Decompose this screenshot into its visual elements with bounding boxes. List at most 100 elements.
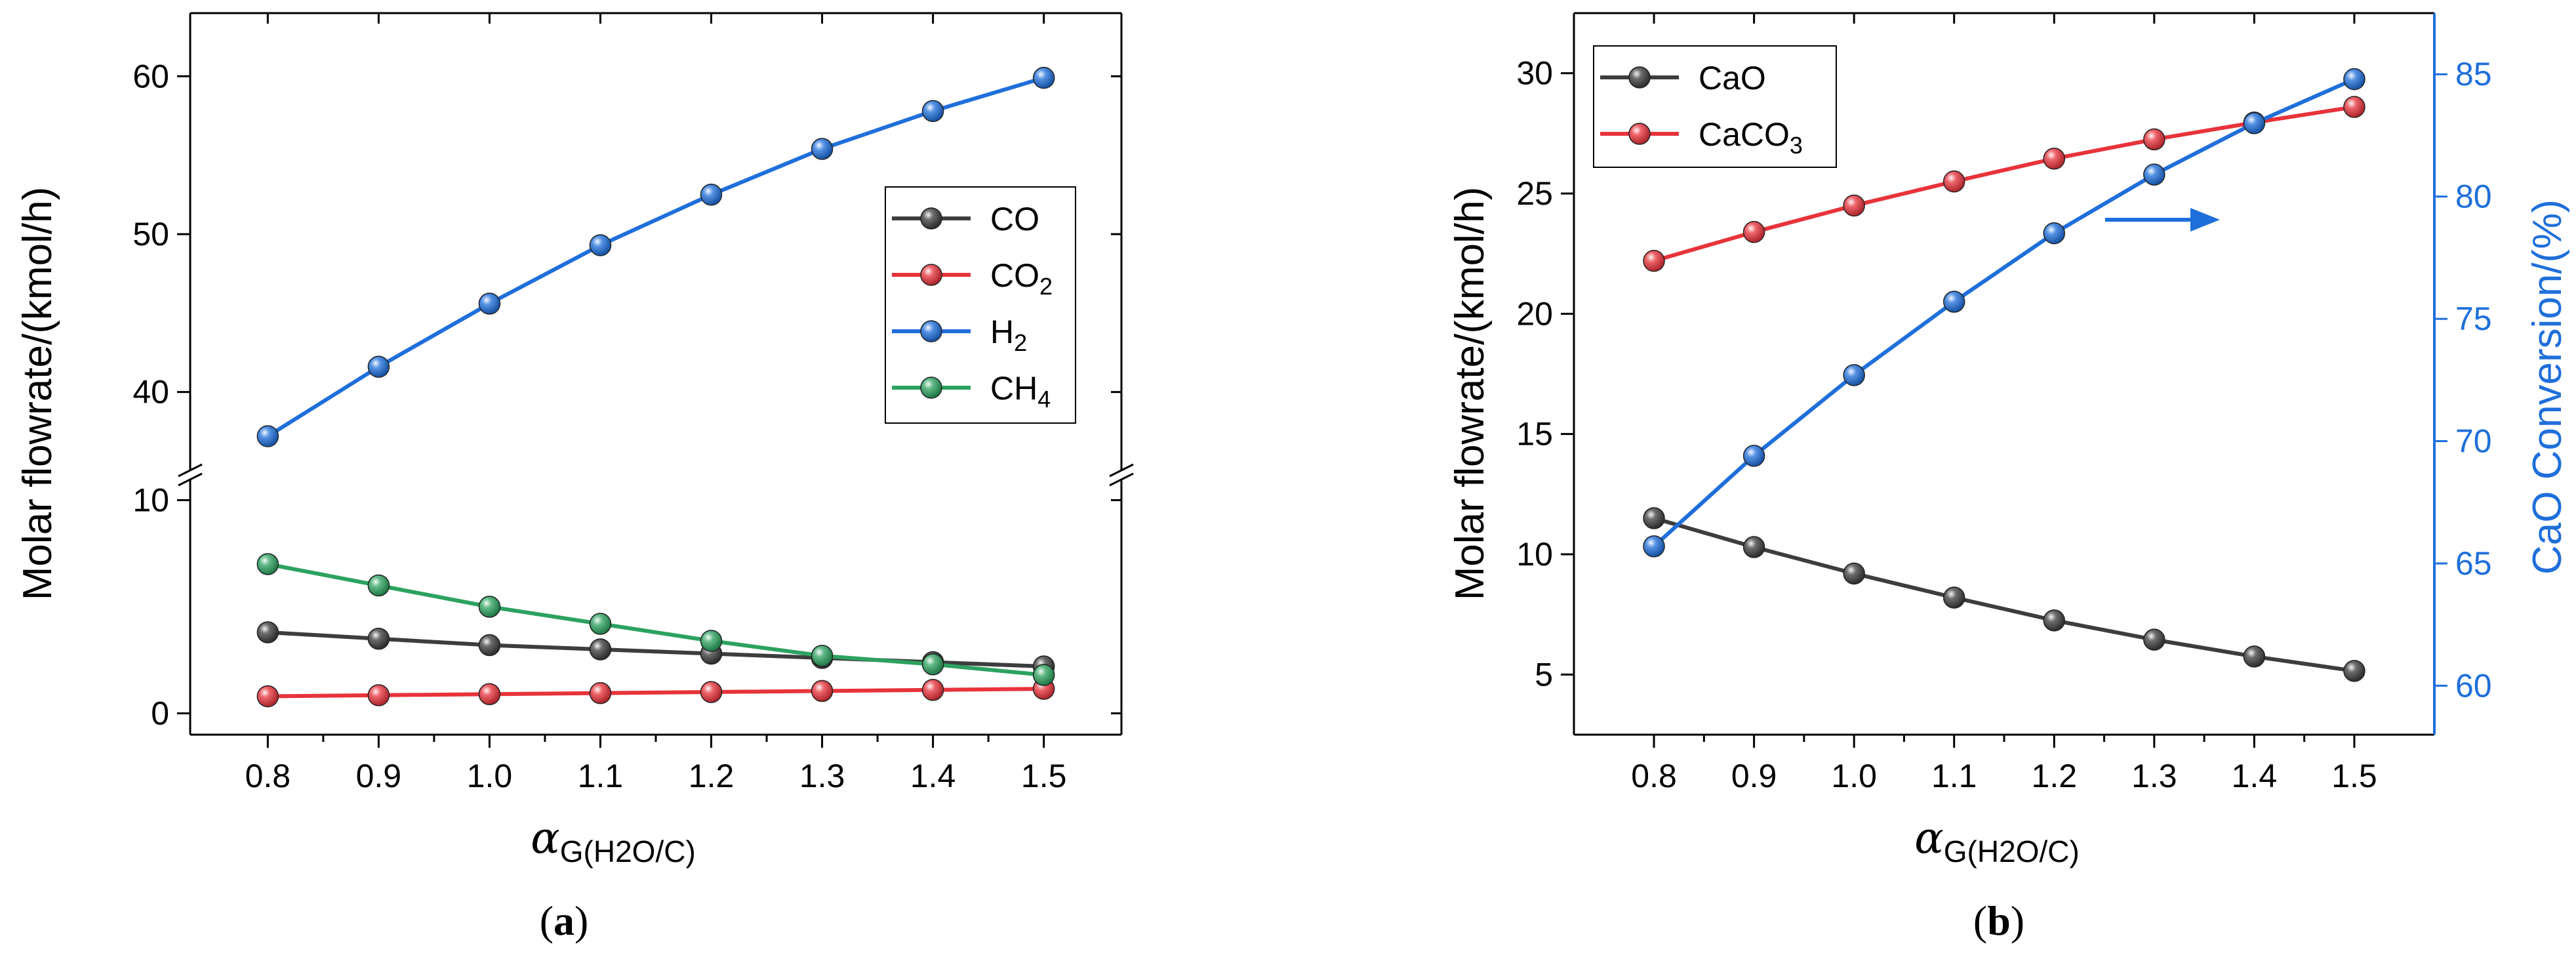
legend-label-base: H: [990, 314, 1014, 350]
data-point-shine: [1944, 588, 1964, 607]
legend-entry-cao: CaO: [1600, 60, 1766, 96]
legend-entry-h2: H2: [892, 314, 1027, 356]
legend-marker-shine: [1630, 124, 1649, 144]
data-point-shine: [701, 631, 721, 651]
data-point-shine: [2044, 610, 2064, 630]
panel-label-a: (a): [540, 897, 589, 944]
direction-arrow: [2105, 208, 2220, 232]
y-tick-label: 10: [1516, 536, 1553, 573]
panel-label-b: (b): [1973, 897, 2024, 944]
series-line-cao-conversion: [1653, 77, 2356, 548]
series-line-cao: [1653, 516, 2355, 673]
x-tick-label: 0.9: [356, 758, 402, 794]
data-point-shine: [2044, 223, 2064, 243]
y2-tick-label: 70: [2455, 423, 2492, 460]
y-axis-label: Molar flowrate/(kmol/h): [15, 187, 60, 600]
legend-box: [1593, 45, 1837, 168]
data-point-shine: [701, 184, 721, 205]
data-point-shine: [590, 640, 611, 659]
legend-marker-shine: [921, 321, 941, 341]
data-point-shine: [1844, 563, 1864, 584]
y-tick-label: 25: [1516, 175, 1553, 212]
data-point-shine: [1644, 536, 1664, 556]
legend-label-subscript: 4: [1037, 386, 1051, 413]
data-point-shine: [812, 681, 832, 701]
data-point-shine: [590, 683, 611, 703]
x-tick-label: 0.8: [1631, 758, 1677, 794]
data-point-shine: [923, 101, 943, 121]
legend-label: H2: [990, 314, 1027, 356]
x-tick-label: 1.0: [1831, 758, 1877, 794]
data-point-shine: [1644, 251, 1664, 271]
data-point-shine: [479, 293, 500, 314]
x-tick-label: 1.4: [2232, 758, 2278, 794]
series-line-co2: [268, 687, 1044, 699]
data-point-shine: [1744, 537, 1764, 557]
data-point-shine: [1034, 68, 1054, 88]
data-point-shine: [1744, 445, 1764, 466]
legend-label: CO: [990, 201, 1039, 237]
data-point-shine: [590, 614, 611, 634]
series-ch4: [256, 553, 1055, 686]
x-tick-label: 1.2: [689, 758, 735, 794]
legend-marker-shine: [921, 209, 941, 228]
data-point-shine: [812, 645, 832, 666]
x-tick-label: 1.3: [799, 758, 845, 794]
data-point-shine: [1034, 665, 1054, 685]
data-point-shine: [1644, 508, 1664, 528]
legend-marker-shine: [1630, 68, 1649, 87]
x-tick-label: 1.2: [2032, 758, 2078, 794]
data-point-shine: [1844, 365, 1864, 385]
x-axis-label-subscript: G(H2O/C): [560, 834, 696, 868]
legend-label-base: CO: [990, 257, 1039, 294]
y-tick-label: 20: [1516, 295, 1553, 332]
x-tick-label: 1.5: [2331, 758, 2377, 794]
data-point-shine: [2344, 97, 2364, 117]
data-point-shine: [2344, 661, 2364, 681]
x-tick-label: 1.1: [578, 758, 624, 794]
x-axis-label-symbol: α: [531, 813, 560, 863]
x-tick-label: 1.1: [1931, 758, 1977, 794]
series-cao: [1643, 507, 2365, 682]
data-point-shine: [1944, 171, 1964, 192]
data-point-shine: [258, 622, 278, 642]
legend-entry-co: CO: [892, 201, 1039, 237]
data-point-shine: [590, 235, 611, 255]
data-point-shine: [701, 682, 721, 702]
legend-marker-shine: [921, 265, 941, 285]
data-point-shine: [923, 654, 943, 674]
legend-label-subscript: 2: [1014, 329, 1027, 356]
x-axis-label-subscript: G(H2O/C): [1944, 834, 2080, 868]
legend-entry-co2: CO2: [892, 257, 1053, 300]
legend-label-subscript: 3: [1790, 132, 1803, 159]
x-tick-label: 1.0: [467, 758, 513, 794]
y2-tick-label: 75: [2455, 300, 2492, 337]
legend-label: CH4: [990, 370, 1051, 413]
data-point-shine: [369, 685, 389, 705]
chart-panel-b: 0.8 0.9 1.0 1.1 1.2 1.3 1.4 1.5 5 10 15 20 25 30 60 65 7…: [1447, 12, 2570, 944]
legend-label-base: CaCO: [1699, 116, 1790, 153]
legend-marker-shine: [921, 378, 941, 398]
y-tick-label: 50: [132, 216, 169, 253]
data-point-shine: [258, 426, 278, 447]
legend: CaO CaCO3: [1593, 45, 1837, 168]
y-tick-label: 30: [1516, 55, 1553, 92]
y-tick-label: 60: [132, 58, 169, 94]
data-point-shine: [2244, 113, 2264, 133]
data-point-shine: [812, 138, 832, 159]
data-point-shine: [369, 575, 389, 596]
data-point-shine: [479, 635, 500, 655]
data-point-shine: [2144, 630, 2164, 650]
legend-entry-caco3: CaCO3: [1600, 116, 1803, 159]
y-tick-label: 15: [1516, 416, 1553, 453]
axis-break-mark: [178, 472, 203, 487]
y2-tick-label: 80: [2455, 178, 2492, 215]
axis-break-mark: [178, 463, 203, 478]
data-point-shine: [258, 554, 278, 574]
y2-axis-label: CaO Conversion/(%): [2525, 199, 2570, 575]
x-tick-label: 1.5: [1021, 758, 1067, 794]
legend-label: CO2: [990, 257, 1053, 300]
series-group: [256, 66, 1055, 708]
axis-break-mark: [1109, 463, 1134, 478]
